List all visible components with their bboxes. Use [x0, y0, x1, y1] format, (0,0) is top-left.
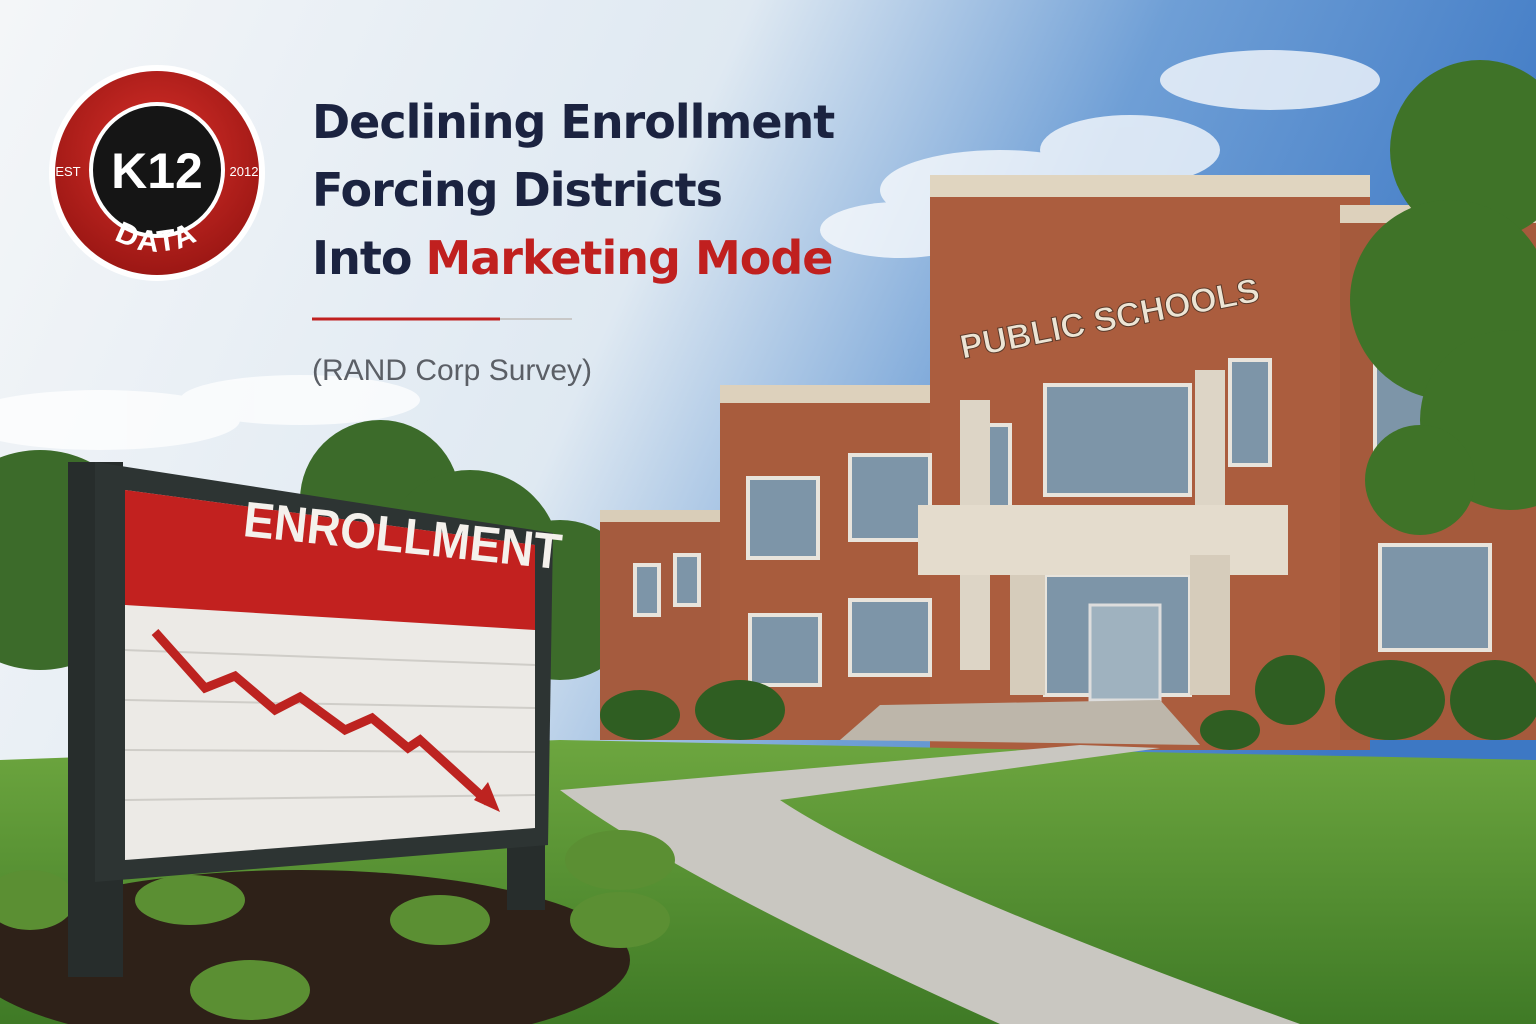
- headline-line: Declining Enrollment: [312, 95, 834, 149]
- logo-name: K12: [111, 143, 203, 199]
- headline-line: Forcing Districts: [312, 163, 722, 217]
- headline-highlight: Marketing Mode: [425, 231, 832, 285]
- shrubs: [600, 655, 1536, 750]
- enrollment-sign: ENROLLMENT: [68, 462, 564, 977]
- plants: [0, 830, 675, 1020]
- walkway: [560, 745, 1300, 1024]
- source: (RAND Corp Survey): [312, 354, 592, 387]
- logo-year: 2012: [230, 164, 259, 179]
- right-trees: [1350, 60, 1536, 535]
- headline-line: Into Marketing Mode: [312, 231, 832, 285]
- headline-prefix: Into: [312, 231, 411, 285]
- k12-logo: K12 EST 2012 DATA: [49, 65, 265, 281]
- logo-est: EST: [55, 164, 80, 179]
- headline: Declining Enrollment Forcing Districts I…: [312, 95, 835, 387]
